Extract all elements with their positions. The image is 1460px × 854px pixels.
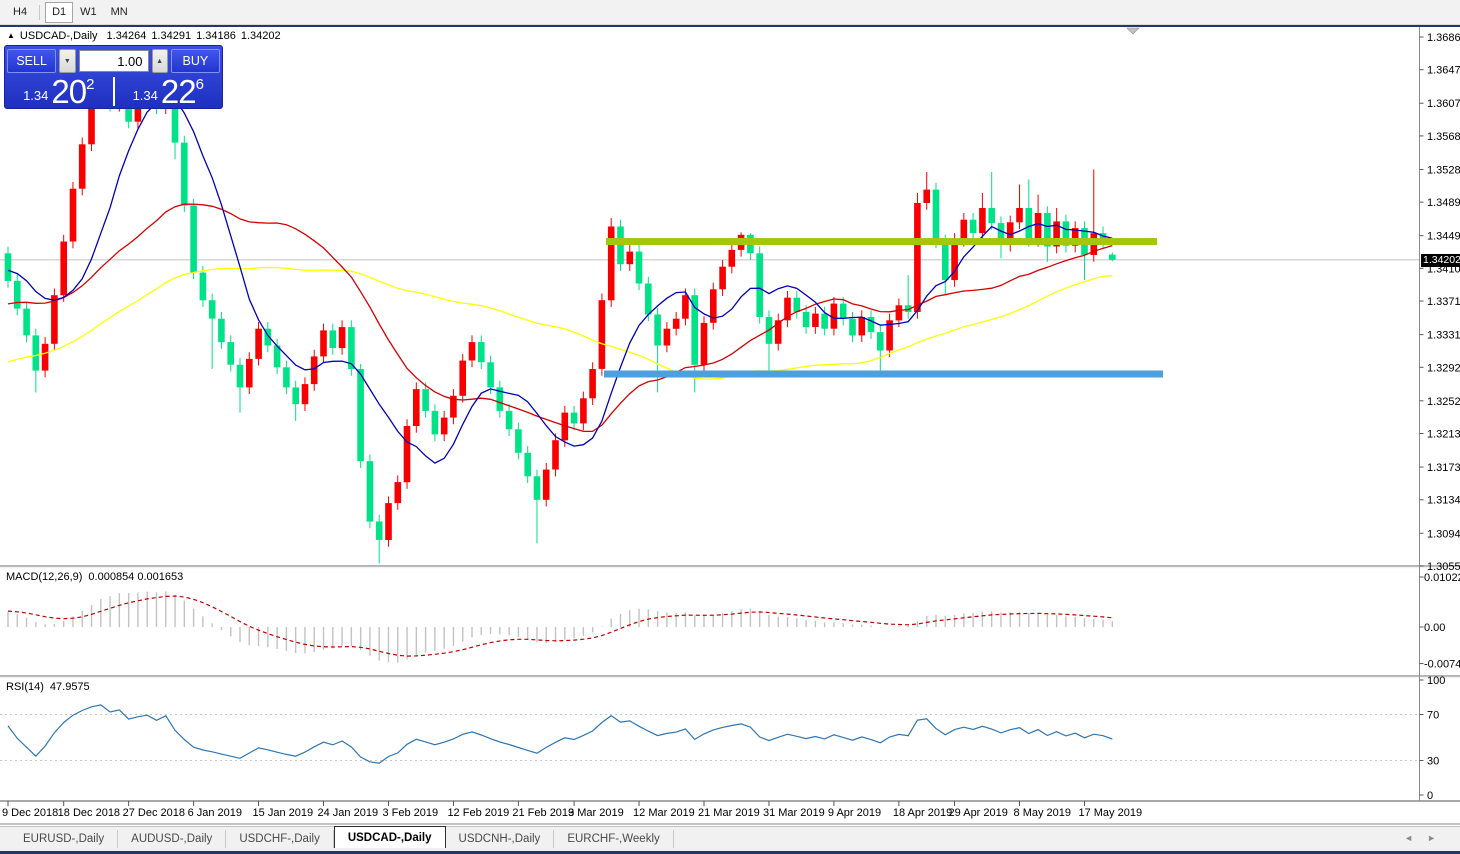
ma-slow-line	[7, 266, 1113, 380]
price-axis-label: 1.32520	[1427, 396, 1460, 408]
tab-eurusd[interactable]: EURUSD-,Daily	[10, 830, 119, 848]
time-axis-label: 12 Feb 2019	[447, 807, 509, 819]
window-top-border	[0, 25, 1460, 27]
chart-window: 1.368601.364701.360701.356801.352801.348…	[0, 25, 1460, 826]
tab-audusd[interactable]: AUDUSD-,Daily	[118, 830, 227, 848]
trade-panel-divider	[112, 77, 115, 106]
ma-mid-line	[7, 203, 1113, 433]
price-chart-canvas[interactable]: 1.368601.364701.360701.356801.352801.348…	[0, 25, 1460, 826]
tab-scroll-right-icon[interactable]: ►	[1427, 833, 1450, 843]
time-axis-label: 9 Dec 2018	[2, 807, 58, 819]
timeframe-w1-button[interactable]: W1	[80, 6, 97, 18]
buy-button[interactable]: BUY	[170, 49, 220, 73]
price-axis-label: 1.34490	[1427, 231, 1460, 243]
support-line	[604, 370, 1163, 378]
tab-scroll-arrows: ◄►	[1404, 833, 1450, 843]
rsi-axis-label: 100	[1427, 675, 1445, 687]
price-axis-label: 1.35280	[1427, 164, 1460, 176]
price-axis-label: 1.33710	[1427, 296, 1460, 308]
window-bottom-edge	[0, 851, 1460, 854]
time-axis-label: 21 Mar 2019	[698, 807, 760, 819]
price-axis-label: 1.34890	[1427, 197, 1460, 209]
tab-usdcnh[interactable]: USDCNH-,Daily	[446, 830, 555, 848]
sell-price-big: 20	[51, 73, 87, 110]
price-axis-label: 1.32130	[1427, 429, 1460, 441]
time-axis-label: 21 Feb 2019	[512, 807, 574, 819]
buy-price-sup: 6	[195, 76, 204, 93]
buy-price-display[interactable]: 1.34 22 6	[115, 75, 223, 108]
rsi-axis-label: 70	[1427, 710, 1439, 722]
price-axis-label: 1.33310	[1427, 330, 1460, 342]
status-strip	[0, 848, 1460, 851]
rsi-line	[7, 704, 1113, 764]
tab-usdcad[interactable]: USDCAD-,Daily	[333, 826, 446, 848]
current-price-tag: 1.34202	[1421, 254, 1460, 267]
rsi-axis-label: 0	[1427, 790, 1433, 802]
tab-scroll-left-icon[interactable]: ◄	[1404, 833, 1428, 843]
buy-price-small: 1.34	[132, 88, 158, 103]
timeframe-mn-button[interactable]: MN	[110, 6, 128, 18]
time-axis-label: 8 May 2019	[1014, 807, 1071, 819]
rsi-axis-label: 30	[1427, 756, 1439, 768]
price-axis-label: 1.32920	[1427, 362, 1460, 374]
price-axis-label: 1.35680	[1427, 131, 1460, 143]
sell-price-display[interactable]: 1.34 20 2	[5, 75, 113, 108]
time-axis-label: 31 Mar 2019	[763, 807, 825, 819]
time-axis-label: 15 Jan 2019	[253, 807, 314, 819]
one-click-trade-panel: SELL ▼ ▲ BUY 1.34 20 2 1.34 22 6	[4, 45, 223, 109]
time-axis-label: 29 Apr 2019	[949, 807, 1008, 819]
macd-signal-line	[7, 595, 1113, 657]
sell-price-small: 1.34	[23, 88, 49, 103]
price-axis-label: 1.30940	[1427, 528, 1460, 540]
sell-price-sup: 2	[86, 76, 95, 93]
tab-usdchf[interactable]: USDCHF-,Daily	[226, 830, 334, 848]
macd-axis-label: 0.010229	[1424, 572, 1460, 584]
price-axis-label: 1.36860	[1427, 32, 1460, 44]
ma-fast-line	[7, 93, 1113, 464]
time-axis-label: 18 Dec 2018	[58, 807, 120, 819]
time-axis-label: 12 Mar 2019	[633, 807, 695, 819]
macd-axis-label: -0.007477	[1424, 659, 1460, 671]
scroll-to-end-marker-icon	[1126, 27, 1140, 35]
candles	[4, 55, 1116, 564]
time-axis-label: 18 Apr 2019	[893, 807, 952, 819]
time-axis-label: 6 Jan 2019	[188, 807, 242, 819]
sell-button[interactable]: SELL	[7, 49, 57, 73]
timeframe-toolbar: H4 D1 W1 MN	[0, 0, 1460, 25]
symbol-tab-bar: EURUSD-,Daily AUDUSD-,Daily USDCHF-,Dail…	[0, 826, 1460, 848]
toolbar-separator	[39, 4, 41, 20]
macd-axis-label: 0.00	[1424, 622, 1445, 634]
time-axis-label: 24 Jan 2019	[318, 807, 379, 819]
time-axis-label: 17 May 2019	[1078, 807, 1142, 819]
time-axis-label: 27 Dec 2018	[123, 807, 185, 819]
price-axis-label: 1.31730	[1427, 462, 1460, 474]
price-axis-label: 1.36470	[1427, 65, 1460, 77]
volume-increase-button[interactable]: ▲	[151, 49, 168, 73]
macd-histogram	[7, 591, 1114, 663]
resistance-line	[606, 238, 1157, 246]
time-axis-label: 3 Mar 2019	[568, 807, 624, 819]
timeframe-h4-button[interactable]: H4	[13, 6, 28, 18]
price-axis-label: 1.31340	[1427, 495, 1460, 507]
buy-price-big: 22	[160, 73, 197, 110]
volume-decrease-button[interactable]: ▼	[59, 49, 76, 73]
volume-input[interactable]	[78, 50, 149, 72]
time-axis-label: 9 Apr 2019	[828, 807, 881, 819]
price-axis-label: 1.36070	[1427, 98, 1460, 110]
time-axis-label: 3 Feb 2019	[382, 807, 438, 819]
timeframe-d1-button[interactable]: D1	[45, 1, 74, 23]
tab-eurchf[interactable]: EURCHF-,Weekly	[554, 830, 674, 848]
